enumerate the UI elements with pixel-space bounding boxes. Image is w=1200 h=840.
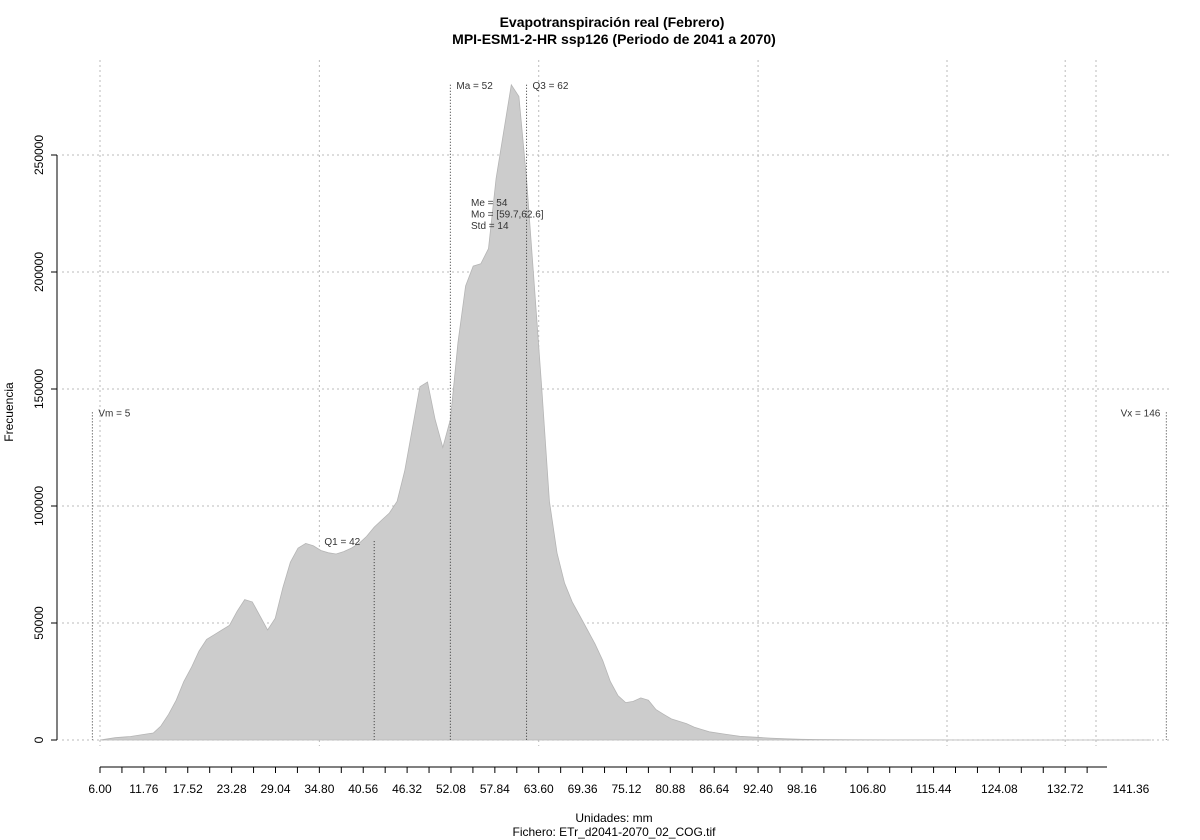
marker-lines: Vm = 5 Q1 = 42 Ma = 52 Q3 = 62 Vx = 146 xyxy=(91,81,1167,740)
x-tick-label: 40.56 xyxy=(348,782,378,796)
y-tick-label: 0 xyxy=(32,736,46,743)
y-axis: 0 50000 100000 150000 200000 250000 xyxy=(32,135,58,743)
x-tick-label: 86.64 xyxy=(699,782,729,796)
x-tick-label: 106.80 xyxy=(849,782,886,796)
marker-label: Ma = 52 xyxy=(456,81,493,92)
x-axis: 6.00 11.76 17.52 23.28 29.04 34.80 40.56 46.32 5… xyxy=(88,766,1150,796)
x-tick-label: 132.72 xyxy=(1047,782,1084,796)
marker-label: Q3 = 62 xyxy=(533,81,569,92)
x-tick-label: 92.40 xyxy=(743,782,773,796)
y-tick-label: 100000 xyxy=(32,486,46,526)
x-tick-label: 11.76 xyxy=(129,782,158,796)
x-tick-label: 29.04 xyxy=(260,782,290,796)
x-tick-label: 17.52 xyxy=(173,782,203,796)
y-tick-label: 150000 xyxy=(32,369,46,409)
x-tick-label: 57.84 xyxy=(480,782,510,796)
x-tick-label: 141.36 xyxy=(1113,782,1150,796)
x-tick-label: 23.28 xyxy=(217,782,247,796)
stats-line: Mo = [59.7,62.6] xyxy=(471,210,544,221)
x-tick-label: 69.36 xyxy=(568,782,598,796)
file-caption: Fichero: ETr_d2041-2070_02_COG.tif xyxy=(513,825,717,839)
x-tick-label: 115.44 xyxy=(916,782,952,796)
chart-subtitle: MPI-ESM1-2-HR ssp126 (Periodo de 2041 a … xyxy=(452,31,776,47)
stats-line: Me = 54 xyxy=(471,198,508,209)
x-axis-label: Unidades: mm xyxy=(575,811,652,825)
stats-line: Std = 14 xyxy=(471,221,509,232)
marker-label: Vm = 5 xyxy=(98,408,130,419)
y-tick-label: 250000 xyxy=(32,135,46,175)
x-tick-label: 98.16 xyxy=(787,782,817,796)
chart-title: Evapotranspiración real (Febrero) xyxy=(500,14,725,30)
x-tick-label: 52.08 xyxy=(436,782,466,796)
x-tick-label: 80.88 xyxy=(655,782,685,796)
y-axis-label: Frecuencia xyxy=(2,382,16,442)
x-tick-label: 63.60 xyxy=(524,782,554,796)
y-tick-label: 200000 xyxy=(32,252,46,292)
x-tick-label: 46.32 xyxy=(392,782,422,796)
marker-label: Vx = 146 xyxy=(1121,408,1161,419)
marker-label: Q1 = 42 xyxy=(324,537,360,548)
density-area xyxy=(99,83,1152,741)
y-tick-label: 50000 xyxy=(32,606,46,640)
x-tick-label: 34.80 xyxy=(304,782,334,796)
x-tick-label: 6.00 xyxy=(88,782,112,796)
x-tick-label: 75.12 xyxy=(611,782,641,796)
x-tick-label: 124.08 xyxy=(981,782,1018,796)
